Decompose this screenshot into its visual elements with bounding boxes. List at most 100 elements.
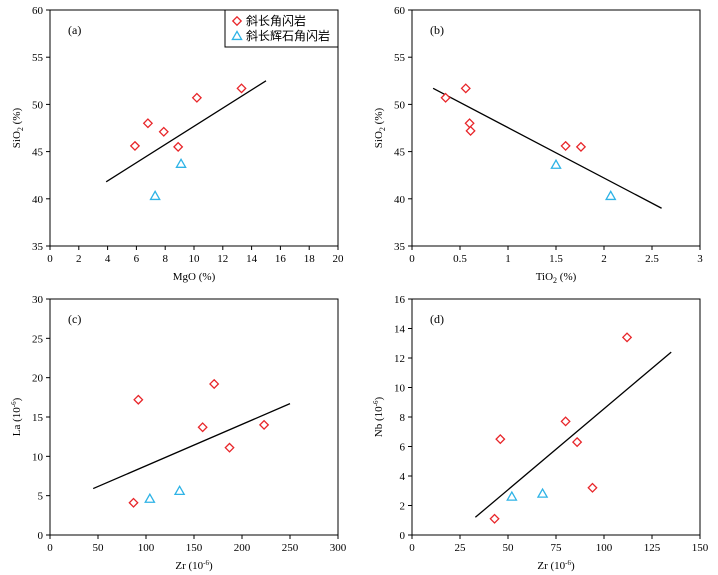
x-tick-label: 8: [162, 253, 168, 265]
y-tick-label: 0: [400, 530, 406, 542]
regression-line: [474, 351, 672, 518]
data-point-diamond: [440, 92, 451, 103]
chart-panel-b: 0 0.5 1 1.5 2 2.5 3 35 40 45 50 55 60 TiO2 (%) SiO2 (%…: [373, 5, 703, 285]
x-tick-label: 200: [234, 542, 251, 554]
y-tick-label: 10: [394, 383, 406, 395]
data-point-diamond: [460, 83, 471, 94]
y-tick-label: 14: [394, 324, 406, 336]
x-axis-label: MgO (%): [173, 271, 216, 283]
data-point-triangle: [175, 157, 187, 168]
x-tick-label: 2.5: [645, 253, 659, 265]
y-axis-label: La (10-6): [10, 397, 23, 436]
y-tick-label: 35: [32, 241, 44, 253]
legend-box: [224, 9, 339, 48]
y-tick-label: 60: [394, 5, 406, 17]
y-axis-label: SiO2 (%): [373, 107, 387, 148]
data-point-diamond: [191, 92, 202, 103]
y-tick-label: 55: [32, 52, 44, 64]
x-tick-label: 0: [409, 253, 415, 265]
data-point-diamond: [209, 378, 220, 390]
panel-label: (c): [68, 312, 81, 326]
y-axis-label: SiO2 (%): [11, 107, 25, 148]
plot-frame: [411, 9, 701, 247]
x-tick-label: 16: [275, 253, 287, 265]
data-point-diamond: [572, 436, 583, 448]
y-tick-label: 30: [32, 294, 44, 306]
y-tick-label: 60: [32, 5, 44, 17]
x-tick-label: 100: [138, 542, 155, 554]
y-tick-label: 25: [32, 333, 44, 345]
legend-triangle-icon: [231, 30, 243, 41]
y-tick-label: 5: [38, 491, 44, 503]
chart-panel-a: 0 2 4 6 8 10 12 14 16 18 20 35 40 45 50 55 60 MgO (%) SiO2…: [11, 5, 344, 283]
y-tick-label: 40: [394, 194, 406, 206]
y-tick-label: 8: [400, 412, 406, 424]
x-tick-label: 10: [189, 253, 201, 265]
legend-label: 斜长辉石角闪岩: [246, 28, 330, 43]
data-point-triangle: [506, 490, 518, 501]
y-tick-label: 45: [32, 147, 44, 159]
y-tick-label: 40: [32, 194, 44, 206]
regression-line: [105, 80, 267, 183]
x-tick-label: 18: [304, 253, 316, 265]
chart-panel-c: 0 50 100 150 200 250 300 0 5 10 15 20 25 30 Zr (10-6) L…: [10, 294, 347, 572]
regression-line: [432, 87, 662, 209]
data-point-diamond: [560, 140, 571, 152]
x-tick-label: 150: [186, 542, 203, 554]
data-point-diamond: [495, 434, 506, 445]
y-tick-label: 16: [394, 294, 406, 306]
data-point-diamond: [575, 141, 587, 152]
data-point-triangle: [173, 485, 186, 496]
y-tick-label: 50: [394, 99, 406, 111]
x-tick-label: 150: [692, 542, 709, 554]
y-tick-label: 6: [400, 442, 406, 454]
x-axis-label: TiO2 (%): [536, 271, 577, 285]
data-point-diamond: [587, 482, 598, 493]
chart-panel-d: 0 25 50 75 100 125 150 0 2 4 6 8 10 12 14 16 Zr (10-6) Nb…: [372, 294, 709, 572]
y-tick-label: 50: [32, 99, 44, 111]
y-tick-label: 35: [394, 241, 406, 253]
data-point-diamond: [258, 419, 270, 430]
x-tick-label: 2: [76, 253, 82, 265]
x-tick-label: 0: [409, 542, 415, 554]
y-tick-label: 10: [32, 451, 44, 463]
x-axis-label: Zr (10-6): [537, 559, 575, 572]
x-tick-label: 1.5: [549, 253, 563, 265]
x-tick-label: 50: [93, 542, 105, 554]
x-tick-label: 0.5: [453, 253, 467, 265]
x-tick-label: 250: [282, 542, 299, 554]
x-tick-label: 2: [601, 253, 607, 265]
y-tick-label: 45: [394, 147, 406, 159]
x-tick-label: 25: [455, 542, 467, 554]
data-point-triangle: [604, 190, 617, 201]
x-tick-label: 6: [134, 253, 140, 265]
data-point-diamond: [197, 422, 208, 433]
legend-diamond-icon: [231, 15, 243, 27]
data-point-diamond: [133, 394, 144, 405]
x-tick-label: 14: [246, 253, 258, 265]
x-tick-label: 3: [697, 253, 703, 265]
data-point-diamond: [142, 118, 154, 129]
data-point-diamond: [489, 513, 500, 524]
data-point-diamond: [224, 442, 235, 453]
y-tick-label: 15: [32, 412, 44, 424]
data-point-diamond: [236, 83, 247, 94]
data-point-diamond: [621, 332, 633, 343]
data-point-diamond: [129, 140, 141, 152]
panel-label: (a): [68, 23, 81, 37]
data-point-diamond: [158, 126, 169, 137]
x-tick-label: 1: [505, 253, 511, 265]
legend-label: 斜长角闪岩: [246, 13, 306, 28]
data-point-triangle: [536, 487, 549, 498]
data-point-triangle: [144, 492, 156, 503]
data-point-diamond: [465, 125, 476, 136]
data-point-diamond: [173, 141, 184, 152]
x-tick-label: 50: [503, 542, 515, 554]
y-tick-label: 2: [400, 501, 406, 513]
x-tick-label: 125: [644, 542, 661, 554]
x-tick-label: 20: [333, 253, 345, 265]
x-tick-label: 12: [217, 253, 228, 265]
panel-label: (b): [430, 23, 444, 37]
